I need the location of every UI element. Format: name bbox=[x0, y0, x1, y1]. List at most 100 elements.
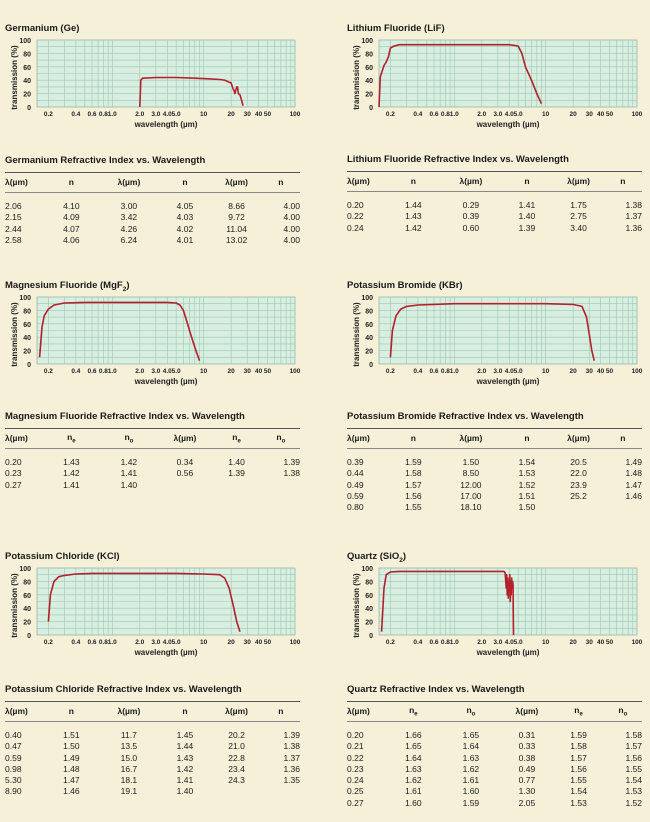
column-header: n bbox=[158, 701, 212, 722]
table-cell: 0.38 bbox=[518, 752, 536, 763]
y-tick-label: 20 bbox=[365, 92, 373, 99]
table-cell: 1.41 bbox=[63, 479, 80, 490]
table-cell: 1.56 bbox=[625, 752, 642, 763]
x-tick-label: 0.4 bbox=[71, 111, 80, 118]
y-tick-label: 80 bbox=[365, 579, 373, 586]
x-tick-label: 0.2 bbox=[386, 639, 395, 646]
y-tick-label: 60 bbox=[23, 65, 31, 72]
column-header: λ(µm) bbox=[500, 701, 554, 722]
table-cell: 0.21 bbox=[347, 741, 364, 752]
y-axis-label: transmission (%) bbox=[10, 45, 19, 110]
table-cell: 1.44 bbox=[405, 200, 422, 210]
x-tick-label: 0.2 bbox=[44, 639, 53, 646]
x-axis-label: wavelength (µm) bbox=[134, 377, 198, 386]
x-tick-label: 20 bbox=[228, 639, 236, 646]
table-cell: 0.44 bbox=[347, 468, 364, 479]
table-cell: 1.43 bbox=[63, 457, 80, 467]
table-cell: 0.47 bbox=[5, 741, 22, 752]
table-cell: 1.40 bbox=[176, 786, 194, 797]
column-header: ne bbox=[211, 428, 262, 449]
column-header: λ(µm) bbox=[347, 428, 386, 449]
table-cell: 1.43 bbox=[176, 752, 194, 763]
table-cell: 21.0 bbox=[228, 741, 245, 752]
table-cell: 1.57 bbox=[570, 752, 587, 763]
table-cell: 1.65 bbox=[405, 741, 422, 752]
table-cell: 1.36 bbox=[283, 763, 300, 774]
grid bbox=[379, 297, 637, 364]
table-cell: 1.58 bbox=[625, 730, 642, 740]
transmission-curve bbox=[378, 43, 543, 108]
y-tick-label: 40 bbox=[23, 606, 31, 613]
table-row: 0.22 1.43 0.39 1.40 2.75 1.37 bbox=[347, 211, 642, 222]
table-cell: 1.66 bbox=[405, 730, 422, 740]
x-tick-label: 50 bbox=[264, 639, 272, 646]
panel-quartz: Quartz (SiO2) 0 20 40 60 80 100 0.2 0.4 0.6 0.8 1.… bbox=[347, 548, 650, 818]
table-cell: 1.57 bbox=[625, 741, 642, 752]
table-cell: 3.42 bbox=[120, 212, 138, 223]
table-cell: 0.34 bbox=[176, 457, 194, 467]
table-cell: 1.42 bbox=[120, 457, 138, 467]
table-cell bbox=[262, 786, 300, 797]
table-title: Quartz Refractive Index vs. Wavelength bbox=[347, 684, 525, 695]
grid bbox=[37, 40, 295, 107]
table-cell: 1.41 bbox=[176, 775, 194, 786]
grid bbox=[379, 40, 637, 107]
table-cell: 1.47 bbox=[63, 775, 80, 786]
table-cell: 1.59 bbox=[405, 457, 422, 467]
table-cell: 1.54 bbox=[625, 775, 642, 786]
y-tick-label: 80 bbox=[365, 51, 373, 58]
table-cell: 2.15 bbox=[5, 212, 22, 223]
table-cell: 4.06 bbox=[63, 234, 80, 245]
x-tick-label: 30 bbox=[586, 111, 594, 118]
x-tick-label: 0.2 bbox=[386, 368, 395, 375]
column-header: λ(µm) bbox=[347, 171, 386, 192]
x-tick-label: 3.0 bbox=[151, 368, 160, 375]
table-title: Potassium Chloride Refractive Index vs. … bbox=[5, 684, 242, 695]
table-cell: 3.40 bbox=[570, 222, 587, 233]
x-tick-label: 100 bbox=[290, 639, 301, 646]
table-row: 0.20 1.66 1.65 0.31 1.59 1.58 bbox=[347, 722, 642, 742]
table-cell: 2.58 bbox=[5, 234, 22, 245]
table-cell: 1.63 bbox=[462, 752, 480, 763]
table-cell: 3.00 bbox=[120, 201, 138, 211]
table-cell: 1.75 bbox=[570, 200, 587, 210]
table-cell: 4.26 bbox=[120, 223, 138, 234]
table-cell: 0.20 bbox=[347, 200, 364, 210]
table-cell: 1.56 bbox=[405, 490, 422, 501]
table-cell: 22.8 bbox=[228, 752, 245, 763]
table-cell: 0.24 bbox=[347, 775, 364, 786]
x-tick-label: 4.0 bbox=[163, 111, 172, 118]
table-cell: 20.2 bbox=[228, 730, 245, 740]
table-cell: 1.40 bbox=[518, 211, 536, 222]
x-tick-label: 3.0 bbox=[151, 111, 160, 118]
table-cell: 1.48 bbox=[625, 468, 642, 479]
table-cell: 0.22 bbox=[347, 211, 364, 222]
table-row: 0.59 1.56 17.00 1.51 25.2 1.46 bbox=[347, 491, 642, 502]
table-cell: 0.27 bbox=[5, 479, 22, 490]
x-tick-label: 20 bbox=[570, 111, 578, 118]
x-tick-label: 5.0 bbox=[514, 639, 523, 646]
transmission-curve bbox=[389, 302, 595, 361]
x-tick-label: 1.0 bbox=[108, 368, 117, 375]
table-cell: 0.98 bbox=[5, 763, 22, 774]
table-cell: 0.24 bbox=[347, 222, 364, 233]
index-table: λ(µm) ne no λ(µm) ne no 0.20 1.43 1.42 0.34 1.40 1.… bbox=[5, 428, 300, 491]
x-tick-label: 2.0 bbox=[477, 368, 486, 375]
x-tick-label: 10 bbox=[200, 639, 208, 646]
panel-lithium-fluoride: Lithium Fluoride (LiF) 0 20 40 60 80 100 0.2 0.… bbox=[347, 20, 650, 275]
x-tick-label: 30 bbox=[244, 111, 252, 118]
table-row: 0.24 1.62 1.61 0.77 1.55 1.54 bbox=[347, 775, 642, 786]
table-cell: 9.72 bbox=[228, 212, 245, 223]
x-tick-label: 4.0 bbox=[505, 368, 514, 375]
table-cell: 1.53 bbox=[518, 468, 536, 479]
chart-title: Quartz (SiO2) bbox=[347, 551, 407, 564]
table-cell: 25.2 bbox=[570, 490, 587, 501]
column-header: n bbox=[500, 171, 554, 192]
column-header: n bbox=[385, 171, 442, 192]
table-row: 0.47 1.50 13.5 1.44 21.0 1.38 bbox=[5, 741, 300, 752]
table-cell: 8.50 bbox=[462, 468, 480, 479]
table-cell: 2.44 bbox=[5, 223, 22, 234]
table-title: Lithium Fluoride Refractive Index vs. Wa… bbox=[347, 154, 569, 165]
x-tick-label: 4.0 bbox=[163, 639, 172, 646]
table-cell: 2.75 bbox=[570, 211, 587, 222]
